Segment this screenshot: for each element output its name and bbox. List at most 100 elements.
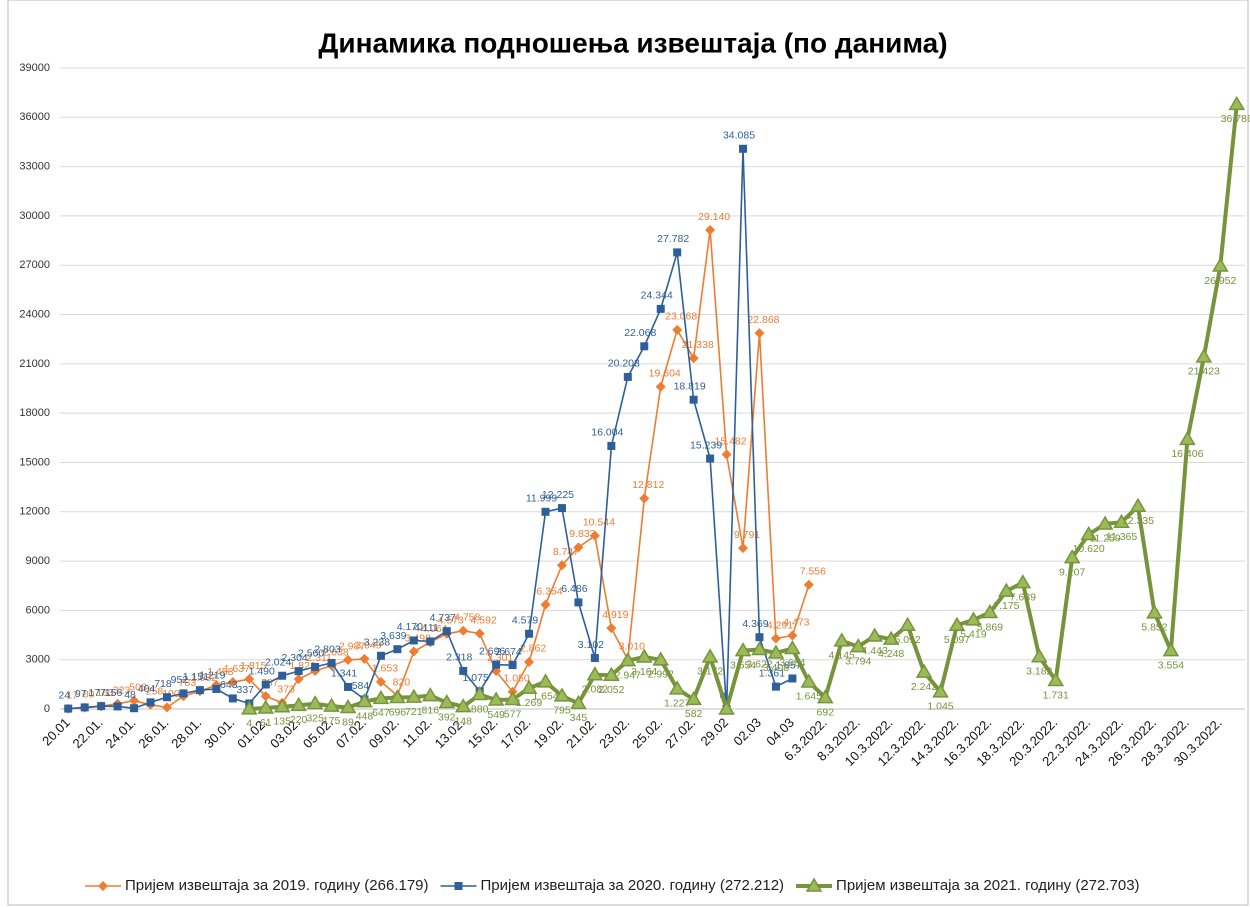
data-point bbox=[389, 689, 406, 704]
y-tick-label: 27000 bbox=[19, 259, 50, 271]
data-point bbox=[655, 381, 666, 392]
data-point bbox=[458, 625, 469, 636]
data-label: 5.852 bbox=[1141, 622, 1167, 634]
data-point bbox=[915, 663, 933, 678]
data-point bbox=[1014, 574, 1032, 589]
data-point bbox=[866, 627, 883, 642]
data-label: 404 bbox=[138, 683, 156, 695]
data-point bbox=[981, 604, 999, 619]
data-label: 20.203 bbox=[608, 358, 640, 370]
data-label: 36.786 bbox=[1221, 113, 1250, 125]
data-label: 7.175 bbox=[993, 600, 1019, 612]
data-label: 582 bbox=[685, 708, 703, 720]
data-label: 177 bbox=[88, 687, 106, 699]
data-point bbox=[162, 693, 171, 702]
data-point bbox=[306, 695, 324, 710]
data-point bbox=[639, 493, 650, 504]
data-label: 718 bbox=[154, 678, 172, 690]
data-label: 1.082 bbox=[191, 672, 217, 684]
data-point bbox=[1162, 642, 1180, 657]
data-point bbox=[422, 687, 439, 702]
data-label: 5.092 bbox=[894, 634, 920, 646]
data-point bbox=[393, 645, 402, 654]
data-point bbox=[540, 599, 551, 610]
data-label: 12.225 bbox=[542, 489, 574, 501]
data-point bbox=[80, 703, 89, 712]
y-tick-label: 0 bbox=[44, 703, 50, 715]
data-point bbox=[706, 454, 715, 463]
data-label: 24.344 bbox=[641, 290, 673, 302]
data-point bbox=[212, 684, 221, 693]
data-label: 12.335 bbox=[1122, 515, 1154, 527]
data-point bbox=[290, 696, 307, 712]
data-point bbox=[705, 225, 716, 236]
data-label: 22.068 bbox=[624, 327, 656, 339]
data-point bbox=[339, 699, 357, 714]
data-point bbox=[356, 693, 373, 708]
data-point bbox=[685, 690, 702, 706]
data-label: 24 bbox=[58, 689, 70, 701]
y-tick-label: 21000 bbox=[19, 358, 50, 370]
data-label: 3.238 bbox=[364, 637, 390, 649]
data-label: 2.947 bbox=[615, 669, 641, 681]
data-label: 2.992 bbox=[648, 669, 674, 681]
data-label: 2.987 bbox=[339, 641, 365, 653]
data-label: 163 bbox=[96, 687, 114, 699]
data-label: 4.758 bbox=[454, 612, 480, 624]
data-point bbox=[323, 697, 340, 712]
data-point bbox=[1179, 430, 1196, 446]
data-point bbox=[504, 691, 521, 706]
data-label: 34.085 bbox=[723, 130, 755, 142]
data-point bbox=[261, 680, 270, 689]
data-label: 3.639 bbox=[380, 630, 406, 642]
data-point bbox=[652, 651, 670, 666]
data-point bbox=[508, 661, 517, 670]
data-point bbox=[541, 507, 550, 516]
legend-marker bbox=[98, 881, 108, 891]
data-point bbox=[788, 674, 797, 683]
data-label: 506 bbox=[129, 681, 147, 693]
data-point bbox=[1146, 604, 1163, 619]
data-label: 1.815 bbox=[240, 660, 266, 672]
data-point bbox=[474, 628, 485, 639]
series-line bbox=[68, 229, 810, 710]
data-label: 1.151 bbox=[183, 671, 209, 683]
data-label: 135 bbox=[273, 716, 291, 728]
data-point bbox=[375, 676, 386, 687]
data-label: 2.696 bbox=[479, 645, 505, 657]
data-point bbox=[754, 328, 765, 339]
data-point bbox=[129, 695, 140, 706]
data-label: 11.259 bbox=[1089, 533, 1120, 545]
data-label: 647 bbox=[372, 707, 390, 719]
data-label: 584 bbox=[352, 680, 370, 692]
data-point bbox=[244, 674, 255, 685]
data-point bbox=[260, 691, 271, 702]
data-label: 1.857 bbox=[775, 659, 801, 671]
data-label: 9.207 bbox=[1059, 566, 1085, 578]
data-point bbox=[97, 702, 106, 711]
data-label: 4.473 bbox=[783, 616, 809, 628]
data-point bbox=[574, 598, 583, 607]
data-label: 97 bbox=[75, 688, 87, 700]
data-point bbox=[343, 654, 354, 665]
data-point bbox=[573, 542, 584, 553]
data-label: 9.791 bbox=[734, 529, 760, 541]
data-point bbox=[688, 353, 699, 364]
data-label: 795 bbox=[553, 705, 571, 717]
data-point bbox=[755, 633, 764, 642]
data-label: 1.654 bbox=[532, 691, 558, 703]
data-point bbox=[718, 700, 735, 715]
data-label: 325 bbox=[306, 712, 324, 724]
y-tick-label: 24000 bbox=[19, 308, 50, 320]
data-label: 11.365 bbox=[1106, 531, 1137, 543]
data-point bbox=[113, 702, 122, 711]
data-point bbox=[882, 630, 900, 645]
data-label: 3.554 bbox=[730, 659, 756, 671]
data-label: 4.592 bbox=[471, 614, 497, 626]
data-point bbox=[603, 666, 620, 682]
data-label: 80 bbox=[83, 688, 95, 700]
data-label: 577 bbox=[504, 708, 522, 720]
data-point bbox=[1047, 672, 1065, 687]
data-label: 3.010 bbox=[619, 640, 645, 652]
data-label: 337 bbox=[237, 684, 255, 696]
